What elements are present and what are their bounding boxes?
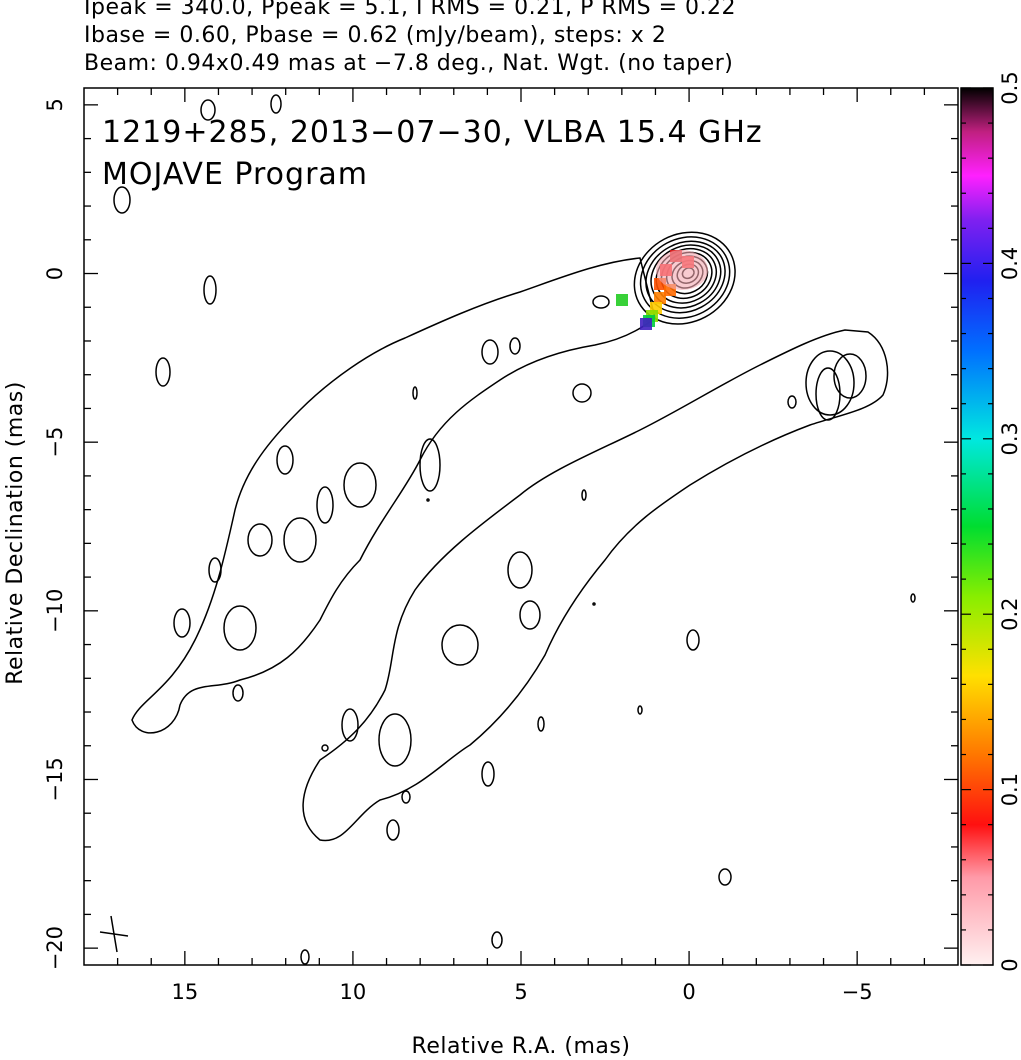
contour-knot	[426, 498, 430, 502]
contour-knot	[276, 445, 294, 475]
program-label: MOJAVE Program	[102, 157, 368, 192]
y-tick-label: −20	[43, 926, 67, 970]
x-tick-label: 15	[171, 980, 198, 1004]
contour-knot	[787, 395, 797, 409]
colorbar-strip	[960, 87, 994, 966]
header-beam-line: Beam: 0.94x0.49 mas at −7.8 deg., Nat. W…	[84, 51, 734, 76]
header-peak-line: Ipeak = 340.0, Ppeak = 5.1, I RMS = 0.21…	[84, 0, 736, 20]
x-tick-label: 5	[514, 980, 527, 1004]
y-tick-label: −15	[43, 757, 67, 801]
contour-knot	[507, 551, 533, 589]
contour-knot	[300, 949, 310, 965]
plot-border	[83, 87, 959, 966]
contour-knot	[537, 716, 545, 732]
contour-knot	[815, 367, 841, 421]
y-tick-label: −5	[43, 427, 67, 458]
contour-knot	[401, 790, 411, 804]
contour-knot	[572, 383, 592, 403]
tick-labels: 15 10 5 0 −5 5 0 −5 −10 −15 −20	[43, 98, 873, 1004]
contour-knot	[316, 486, 334, 524]
core-contour	[633, 231, 736, 325]
pol-pixel	[654, 292, 666, 304]
x-axis-label: Relative R.A. (mas)	[412, 1034, 631, 1059]
contour-knot	[343, 462, 377, 508]
beam-marker	[110, 915, 118, 953]
contour-knot	[232, 684, 244, 702]
x-tick-label: 0	[682, 980, 695, 1004]
contour-knot	[481, 339, 499, 365]
colorbar-tick-label: 0	[998, 958, 1021, 971]
contour-knot	[270, 94, 282, 114]
contour-knot	[412, 386, 418, 400]
contour-layer	[99, 94, 916, 965]
pol-pixel	[640, 318, 652, 330]
contour-knot	[481, 761, 495, 787]
pol-pixel	[616, 294, 628, 306]
contour-knot	[321, 744, 329, 752]
contour-knot	[833, 353, 867, 399]
contour-knot	[208, 557, 222, 583]
x-tick-label: −5	[842, 980, 873, 1004]
axis-ticks	[84, 88, 958, 965]
jet-north-outer	[131, 257, 656, 734]
y-tick-label: 5	[43, 98, 67, 111]
contour-knot	[173, 608, 191, 638]
colorbar-tick-label: 0.2	[998, 597, 1021, 630]
contour-knot	[200, 99, 216, 121]
contour-knot	[686, 629, 700, 651]
contour-knot	[155, 357, 171, 387]
contour-knot	[637, 705, 643, 715]
colorbar: 0 0.1 0.2 0.3 0.4 0.5	[960, 71, 1021, 972]
header-base-line: Ibase = 0.60, Pbase = 0.62 (mJy/beam), s…	[84, 23, 667, 48]
colorbar-tick-label: 0.1	[998, 773, 1021, 806]
contour-knot	[592, 602, 596, 606]
core-contour	[639, 236, 731, 319]
contour-knot	[247, 523, 273, 557]
contour-knot	[203, 275, 217, 305]
contour-knot	[805, 350, 855, 416]
y-tick-label: −10	[43, 589, 67, 633]
contour-knot	[386, 819, 400, 841]
contour-knot	[519, 600, 541, 630]
map-title: 1219+285, 2013−07−30, VLBA 15.4 GHz	[102, 115, 763, 150]
plot-frame	[83, 87, 959, 966]
colorbar-tick-label: 0.4	[998, 247, 1021, 280]
contour-knot	[592, 295, 610, 309]
y-tick-label: 0	[43, 267, 67, 280]
colorbar-tick-label: 0.3	[998, 422, 1021, 455]
y-axis-label: Relative Declination (mas)	[3, 381, 28, 685]
x-tick-label: 10	[340, 980, 367, 1004]
jet-south-outer	[302, 329, 889, 842]
contour-knot	[113, 186, 131, 214]
contour-knot	[378, 713, 412, 767]
contour-knot	[223, 605, 257, 651]
contour-knot	[441, 624, 479, 666]
contour-knot	[283, 517, 317, 563]
contour-knot	[509, 337, 521, 355]
contour-knot	[718, 868, 732, 886]
contour-knot	[341, 708, 359, 742]
polarization-color-layer	[616, 250, 708, 330]
pol-core-patch	[656, 250, 708, 290]
contour-knot	[910, 593, 916, 603]
colorbar-tick-label: 0.5	[998, 71, 1021, 104]
contour-knot	[491, 931, 503, 949]
contour-knot	[419, 438, 441, 492]
contour-knot	[581, 489, 587, 501]
